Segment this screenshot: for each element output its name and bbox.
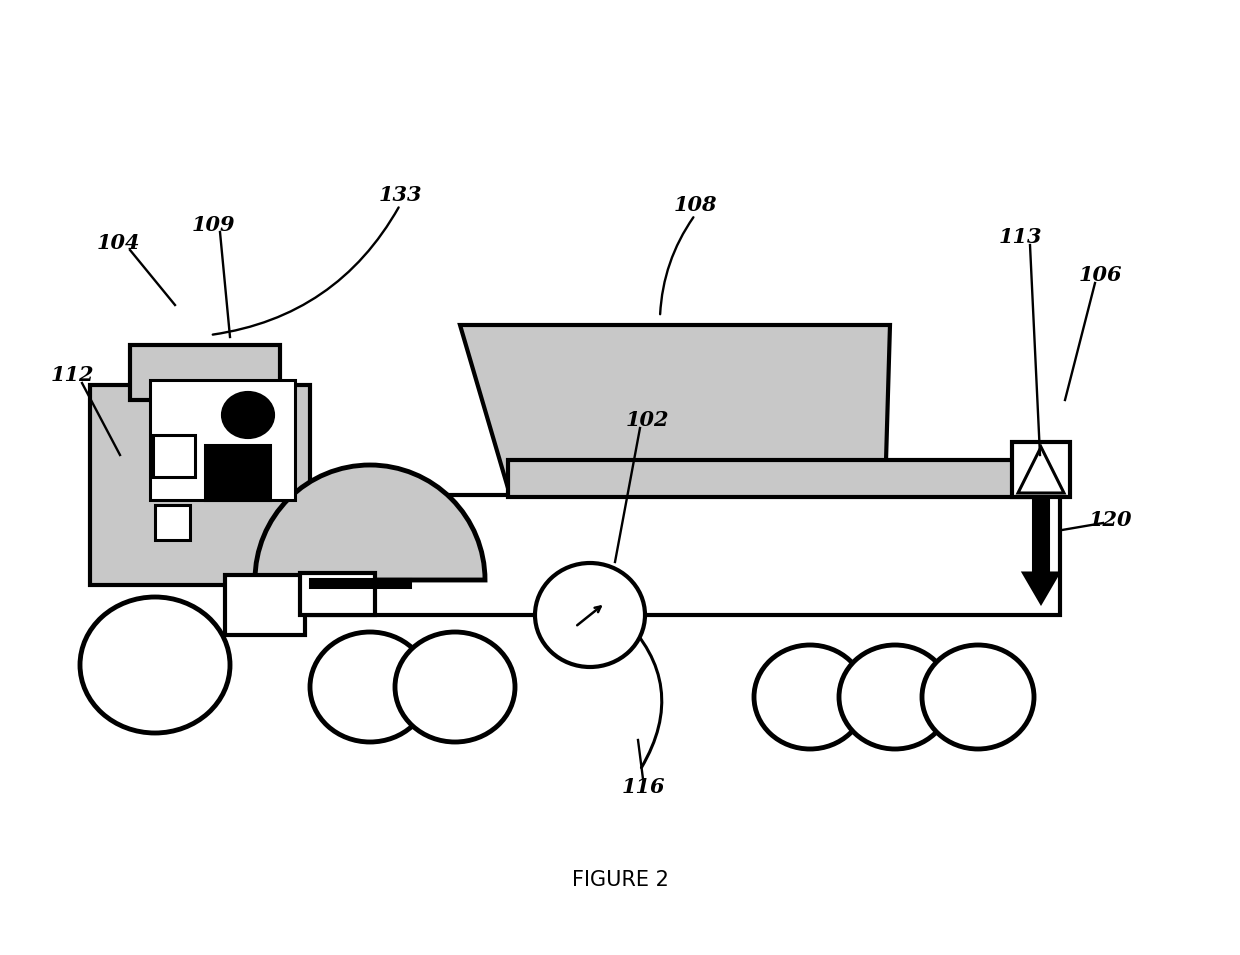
FancyArrowPatch shape <box>660 218 693 314</box>
Polygon shape <box>205 445 270 500</box>
Ellipse shape <box>839 645 951 749</box>
Text: 104: 104 <box>97 233 140 253</box>
Ellipse shape <box>534 563 645 667</box>
Text: 116: 116 <box>621 777 665 797</box>
Text: 108: 108 <box>673 195 717 215</box>
Polygon shape <box>508 460 1040 497</box>
FancyArrowPatch shape <box>213 207 398 334</box>
Text: 133: 133 <box>378 185 422 205</box>
Text: 109: 109 <box>191 215 234 235</box>
Bar <box>224 575 305 635</box>
Bar <box>150 380 295 500</box>
Bar <box>300 573 374 615</box>
Bar <box>1012 442 1070 497</box>
Ellipse shape <box>923 645 1034 749</box>
Bar <box>91 385 310 585</box>
Text: 120: 120 <box>1089 510 1132 530</box>
Ellipse shape <box>81 597 229 733</box>
Wedge shape <box>255 465 485 580</box>
Ellipse shape <box>223 393 273 437</box>
Bar <box>130 345 280 400</box>
Text: 106: 106 <box>1079 265 1122 285</box>
Text: 102: 102 <box>625 410 668 430</box>
Ellipse shape <box>396 632 515 742</box>
Bar <box>310 579 410 587</box>
Ellipse shape <box>754 645 866 749</box>
Bar <box>310 495 1060 615</box>
Text: 113: 113 <box>998 227 1042 247</box>
Bar <box>153 435 195 477</box>
Text: 112: 112 <box>51 365 94 385</box>
Bar <box>155 505 190 540</box>
Ellipse shape <box>310 632 430 742</box>
Polygon shape <box>460 325 890 495</box>
FancyArrowPatch shape <box>622 617 662 768</box>
FancyArrow shape <box>1023 498 1059 603</box>
Polygon shape <box>1018 447 1064 493</box>
Text: FIGURE 2: FIGURE 2 <box>572 870 668 890</box>
